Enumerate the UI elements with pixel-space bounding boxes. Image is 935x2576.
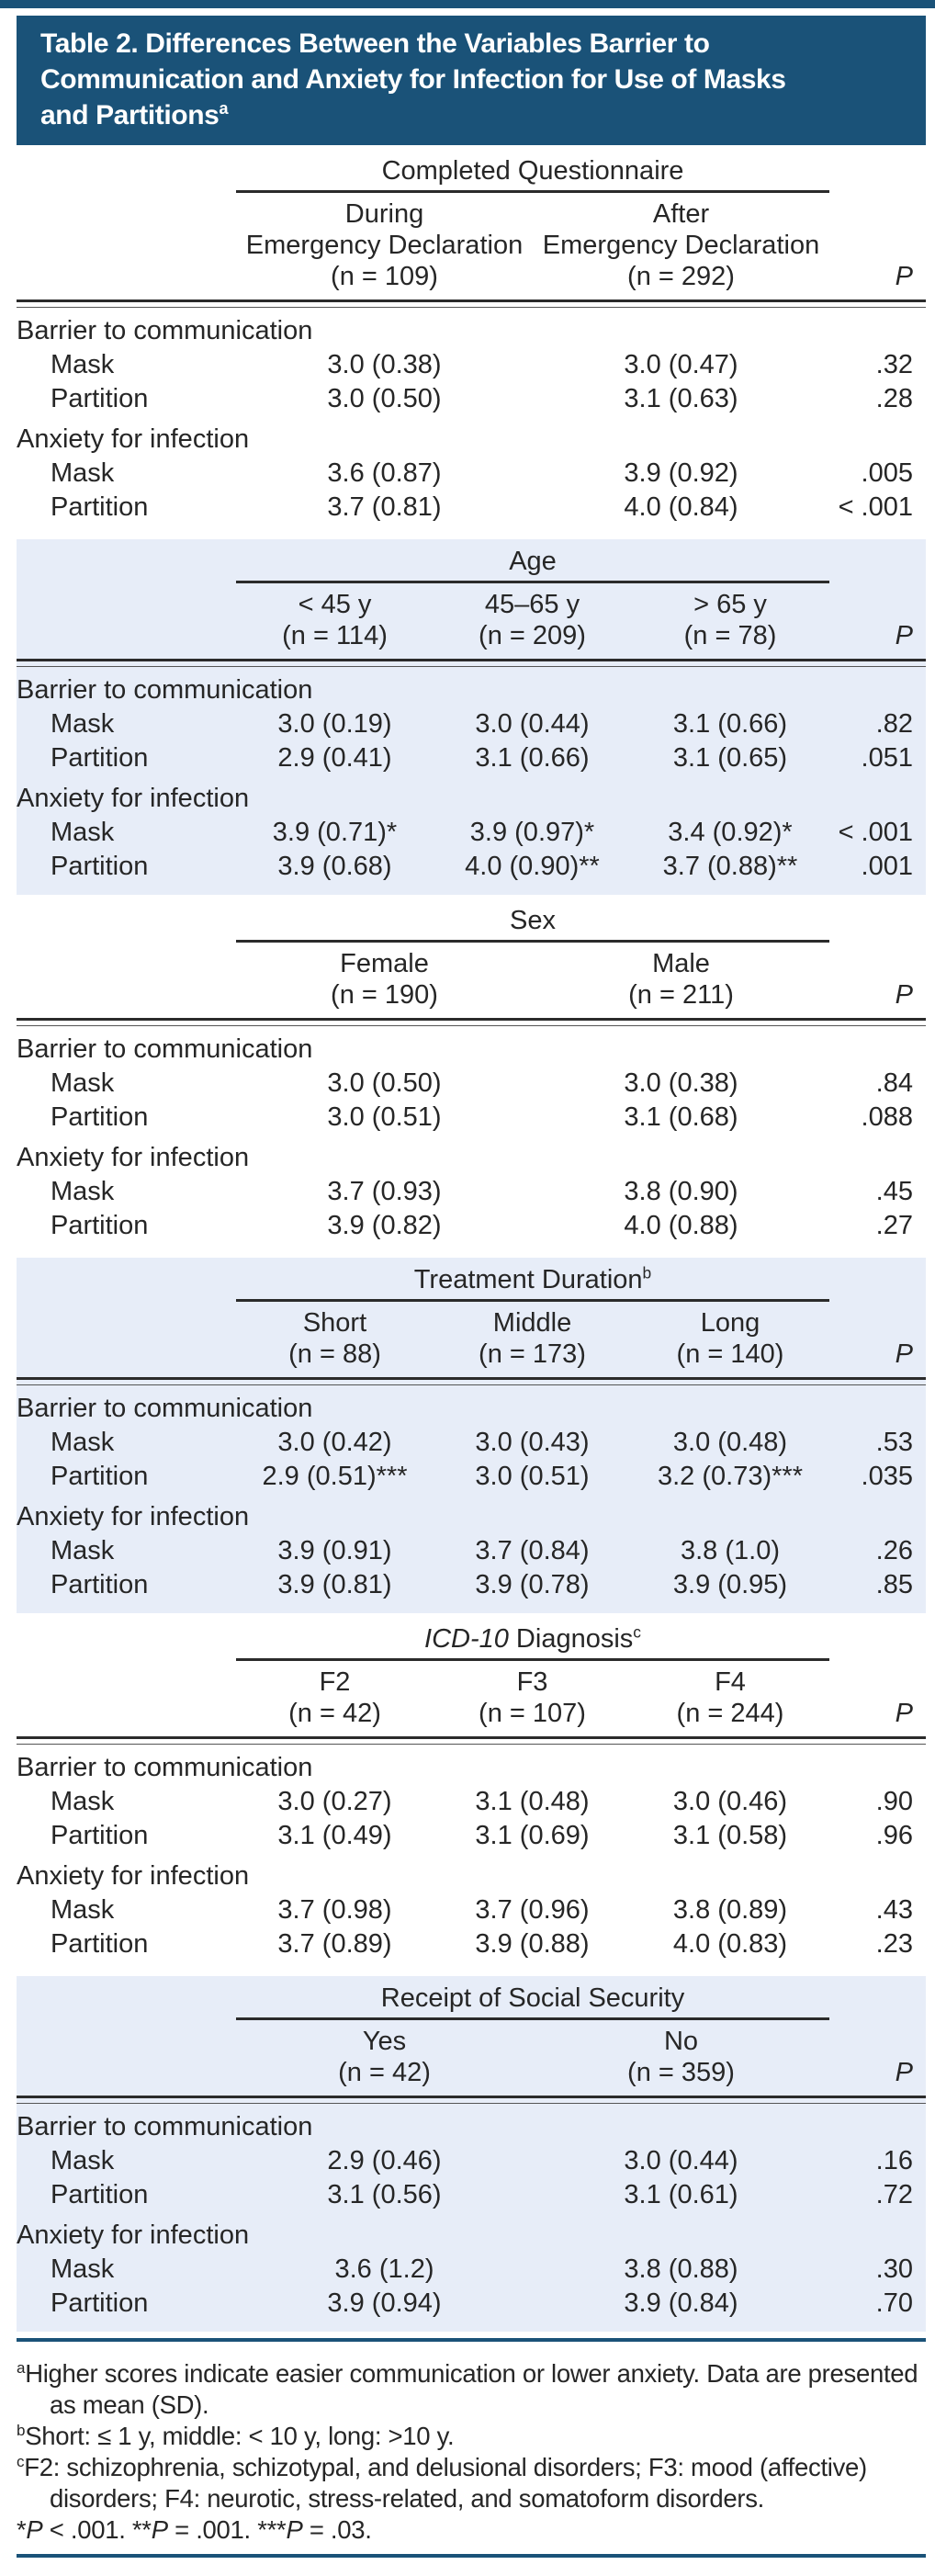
row-mask: Mask 3.7 (0.98) 3.7 (0.96) 3.8 (0.89) .4… (51, 1895, 913, 1925)
header-rule (17, 2096, 926, 2104)
column-header-yes: Yes (n = 42) (338, 2027, 431, 2087)
footnotes: aHigher scores indicate easier communica… (17, 2358, 926, 2546)
column-header-no: No (n = 359) (627, 2027, 735, 2087)
p-column-header: P (895, 1699, 913, 1728)
column-header-middle: Middle (n = 173) (479, 1308, 586, 1369)
row-partition: Partition 3.9 (0.82) 4.0 (0.88) .27 (51, 1211, 913, 1240)
footnote-b: bShort: ≤ 1 y, middle: < 10 y, long: >10… (17, 2421, 455, 2450)
row-partition: Partition 3.7 (0.81) 4.0 (0.84) < .001 (51, 492, 913, 522)
category-row-barrier: Barrier to communication (17, 675, 313, 705)
row-mask: Mask 3.9 (0.91) 3.7 (0.84) 3.8 (1.0) .26 (51, 1536, 913, 1565)
group-title: Completed Questionnaire (236, 156, 829, 193)
column-headers: F2 (n = 42) F3 (n = 107) F4 (n = 244) P (17, 1661, 926, 1729)
row-partition: Partition 2.9 (0.51)*** 3.0 (0.51) 3.2 (… (51, 1462, 913, 1491)
category-row-anxiety: Anxiety for infection (17, 1861, 250, 1891)
section-treatment-duration: Treatment Durationb Short (n = 88) Middl… (17, 1258, 926, 1613)
p-column-header: P (895, 1339, 913, 1369)
column-header-45-65: 45–65 y (n = 209) (479, 590, 586, 650)
row-partition: Partition 3.9 (0.81) 3.9 (0.78) 3.9 (0.9… (51, 1570, 913, 1599)
title-superscript: a (219, 99, 229, 118)
footnote-c: cF2: schizophrenia, schizotypal, and del… (17, 2452, 867, 2513)
column-headers: During Emergency Declaration (n = 109) A… (17, 193, 926, 292)
group-title: ICD-10 Diagnosisc (236, 1624, 829, 1661)
column-headers: Yes (n = 42) No (n = 359) P (17, 2020, 926, 2088)
category-row-anxiety: Anxiety for infection (17, 1143, 250, 1172)
row-mask: Mask 3.7 (0.93) 3.8 (0.90) .45 (51, 1177, 913, 1206)
category-row-anxiety: Anxiety for infection (17, 2220, 250, 2250)
header-rule (17, 659, 926, 667)
column-header-over65: > 65 y (n = 78) (683, 590, 777, 650)
category-row-barrier: Barrier to communication (17, 316, 313, 345)
group-title: Age (236, 547, 829, 583)
column-header-short: Short (n = 88) (288, 1308, 381, 1369)
p-column-header: P (895, 2058, 913, 2087)
header-rule (17, 1377, 926, 1385)
top-rule (0, 0, 935, 8)
row-mask: Mask 3.6 (1.2) 3.8 (0.88) .30 (51, 2254, 913, 2284)
header-rule (17, 1736, 926, 1745)
table-end-rule (17, 2338, 926, 2342)
column-headers: Female (n = 190) Male (n = 211) P (17, 943, 926, 1011)
row-partition: Partition 3.9 (0.94) 3.9 (0.84) .70 (51, 2288, 913, 2318)
bottom-rule (17, 2554, 926, 2558)
section-icd10-diagnosis: ICD-10 Diagnosisc F2 (n = 42) F3 (n = 10… (17, 1617, 926, 1972)
category-row-barrier: Barrier to communication (17, 1753, 313, 1782)
group-title-superscript: c (633, 1622, 641, 1642)
category-row-anxiety: Anxiety for infection (17, 1502, 250, 1531)
header-rule (17, 299, 926, 308)
row-mask: Mask 3.0 (0.38) 3.0 (0.47) .32 (51, 350, 913, 379)
row-partition: Partition 2.9 (0.41) 3.1 (0.66) 3.1 (0.6… (51, 743, 913, 773)
section-age: Age < 45 y (n = 114) 45–65 y (n = 209) >… (17, 539, 926, 895)
footnote-significance: *P < .001. **P = .001. ***P = .03. (17, 2515, 372, 2544)
column-header-after: After Emergency Declaration (n = 292) (542, 199, 820, 291)
group-title-superscript: b (642, 1263, 652, 1282)
row-mask: Mask 3.0 (0.42) 3.0 (0.43) 3.0 (0.48) .5… (51, 1428, 913, 1457)
row-partition: Partition 3.7 (0.89) 3.9 (0.88) 4.0 (0.8… (51, 1929, 913, 1959)
title-line: and Partitionsa (40, 99, 229, 130)
row-mask: Mask 3.9 (0.71)* 3.9 (0.97)* 3.4 (0.92)*… (51, 818, 913, 847)
title-line: Communication and Anxiety for Infection … (40, 64, 786, 95)
row-partition: Partition 3.9 (0.68) 4.0 (0.90)** 3.7 (0… (51, 852, 913, 881)
p-column-header: P (895, 262, 913, 291)
row-mask: Mask 3.6 (0.87) 3.9 (0.92) .005 (51, 458, 913, 488)
column-header-under45: < 45 y (n = 114) (282, 590, 388, 650)
category-row-anxiety: Anxiety for infection (17, 784, 250, 813)
group-title: Treatment Durationb (236, 1265, 829, 1302)
row-partition: Partition 3.1 (0.56) 3.1 (0.61) .72 (51, 2180, 913, 2209)
row-mask: Mask 3.0 (0.19) 3.0 (0.44) 3.1 (0.66) .8… (51, 709, 913, 739)
row-partition: Partition 3.0 (0.50) 3.1 (0.63) .28 (51, 384, 913, 413)
group-title: Sex (236, 906, 829, 943)
column-headers: < 45 y (n = 114) 45–65 y (n = 209) > 65 … (17, 583, 926, 651)
group-title: Receipt of Social Security (236, 1983, 829, 2020)
section-completed-questionnaire: Completed Questionnaire During Emergency… (17, 149, 926, 536)
category-row-barrier: Barrier to communication (17, 1394, 313, 1423)
table-title: Table 2. Differences Between the Variabl… (17, 16, 926, 145)
column-header-female: Female (n = 190) (331, 949, 438, 1010)
column-headers: Short (n = 88) Middle (n = 173) Long (n … (17, 1302, 926, 1370)
row-mask: Mask 3.0 (0.50) 3.0 (0.38) .84 (51, 1068, 913, 1098)
row-mask: Mask 2.9 (0.46) 3.0 (0.44) .16 (51, 2146, 913, 2175)
title-line: Table 2. Differences Between the Variabl… (40, 28, 710, 59)
row-partition: Partition 3.1 (0.49) 3.1 (0.69) 3.1 (0.5… (51, 1821, 913, 1850)
column-header-male: Male (n = 211) (628, 949, 734, 1010)
table-container: Table 2. Differences Between the Variabl… (17, 16, 926, 2558)
category-row-barrier: Barrier to communication (17, 1034, 313, 1064)
footnote-a: aHigher scores indicate easier communica… (17, 2358, 918, 2419)
p-column-header: P (895, 621, 913, 650)
category-row-barrier: Barrier to communication (17, 2112, 313, 2141)
p-column-header: P (895, 980, 913, 1010)
column-header-f2: F2 (n = 42) (288, 1667, 381, 1728)
row-mask: Mask 3.0 (0.27) 3.1 (0.48) 3.0 (0.46) .9… (51, 1787, 913, 1816)
section-receipt-of-social-security: Receipt of Social Security Yes (n = 42) … (17, 1976, 926, 2332)
column-header-f4: F4 (n = 244) (676, 1667, 784, 1728)
row-partition: Partition 3.0 (0.51) 3.1 (0.68) .088 (51, 1102, 913, 1132)
column-header-f3: F3 (n = 107) (479, 1667, 586, 1728)
category-row-anxiety: Anxiety for infection (17, 424, 250, 454)
section-sex: Sex Female (n = 190) Male (n = 211) P Ba… (17, 898, 926, 1254)
column-header-during: During Emergency Declaration (n = 109) (245, 199, 524, 291)
column-header-long: Long (n = 140) (676, 1308, 784, 1369)
header-rule (17, 1018, 926, 1026)
